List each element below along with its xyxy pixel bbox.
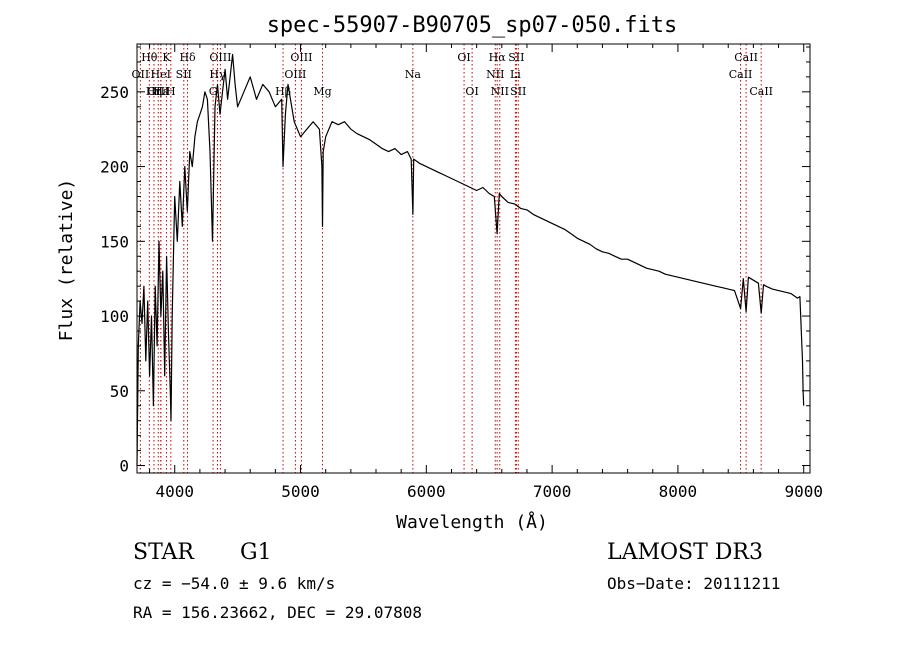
observation-date: Obs−Date: 20111211 xyxy=(607,574,781,593)
y-tick-label-3: 150 xyxy=(100,232,129,251)
y-tick-label-4: 200 xyxy=(100,158,129,177)
line-label-6: Hη xyxy=(146,85,162,98)
spectral-line-markers xyxy=(139,44,762,473)
line-label-8: H xyxy=(166,85,176,98)
line-label-3: K xyxy=(162,51,171,64)
x-axis-label: Wavelength (Å) xyxy=(396,511,548,533)
x-tick-label-2: 6000 xyxy=(407,482,446,501)
line-label-1: OII xyxy=(132,68,150,81)
object-class: STAR xyxy=(133,540,194,565)
line-label-10: OIII xyxy=(209,51,231,64)
line-label-17: Na xyxy=(405,68,422,81)
line-label-21: NII xyxy=(486,68,504,81)
line-label-16: Mg xyxy=(313,85,331,98)
survey-name: LAMOST DR3 xyxy=(607,540,763,565)
coordinates: RA = 156.23662, DEC = 29.07808 xyxy=(133,603,422,622)
spectrum-line xyxy=(136,53,805,466)
line-label-26: CaII xyxy=(729,68,753,81)
y-tick-label-2: 100 xyxy=(100,307,129,326)
x-tick-label-3: 7000 xyxy=(533,482,572,501)
line-label-24: Li xyxy=(510,68,521,81)
line-label-19: OI xyxy=(465,85,478,98)
object-subclass: G1 xyxy=(240,540,272,565)
line-label-12: G xyxy=(209,85,218,98)
y-axis-ticks: 0 50 100 150 200 250 xyxy=(100,46,810,476)
x-tick-label-0: 4000 xyxy=(155,482,194,501)
line-label-28: CaII xyxy=(749,85,773,98)
line-label-11: Hγ xyxy=(209,68,226,81)
y-axis-label: Flux (relative) xyxy=(56,179,77,342)
line-label-7: SII xyxy=(176,68,192,81)
line-label-0: Hθ xyxy=(141,51,158,64)
line-label-14: OIII xyxy=(284,68,306,81)
line-label-9: Hδ xyxy=(179,51,196,64)
line-label-18: OI xyxy=(457,51,470,64)
plot-frame xyxy=(136,43,811,474)
x-tick-label-1: 5000 xyxy=(281,482,320,501)
x-tick-label-5: 9000 xyxy=(784,482,823,501)
line-label-20: Hα xyxy=(489,51,507,64)
x-tick-label-4: 8000 xyxy=(659,482,698,501)
line-label-5: Hε xyxy=(153,85,169,98)
line-label-22: NII xyxy=(491,85,509,98)
chart-title: spec-55907-B90705_sp07-050.fits xyxy=(267,13,678,38)
line-label-27: CaII xyxy=(734,51,758,64)
y-tick-label-5: 250 xyxy=(100,83,129,102)
y-tick-label-1: 50 xyxy=(110,382,129,401)
y-tick-label-0: 0 xyxy=(119,457,129,476)
line-label-13: OIII xyxy=(290,51,312,64)
line-label-4: HeI xyxy=(151,68,171,81)
x-axis-ticks: 4000 5000 6000 7000 8000 9000 xyxy=(149,44,823,501)
redshift-cz: cz = −54.0 ± 9.6 km/s xyxy=(133,574,336,593)
line-label-2: OIII xyxy=(147,85,169,98)
line-label-25: SII xyxy=(510,85,526,98)
line-label-23: SII xyxy=(508,51,524,64)
